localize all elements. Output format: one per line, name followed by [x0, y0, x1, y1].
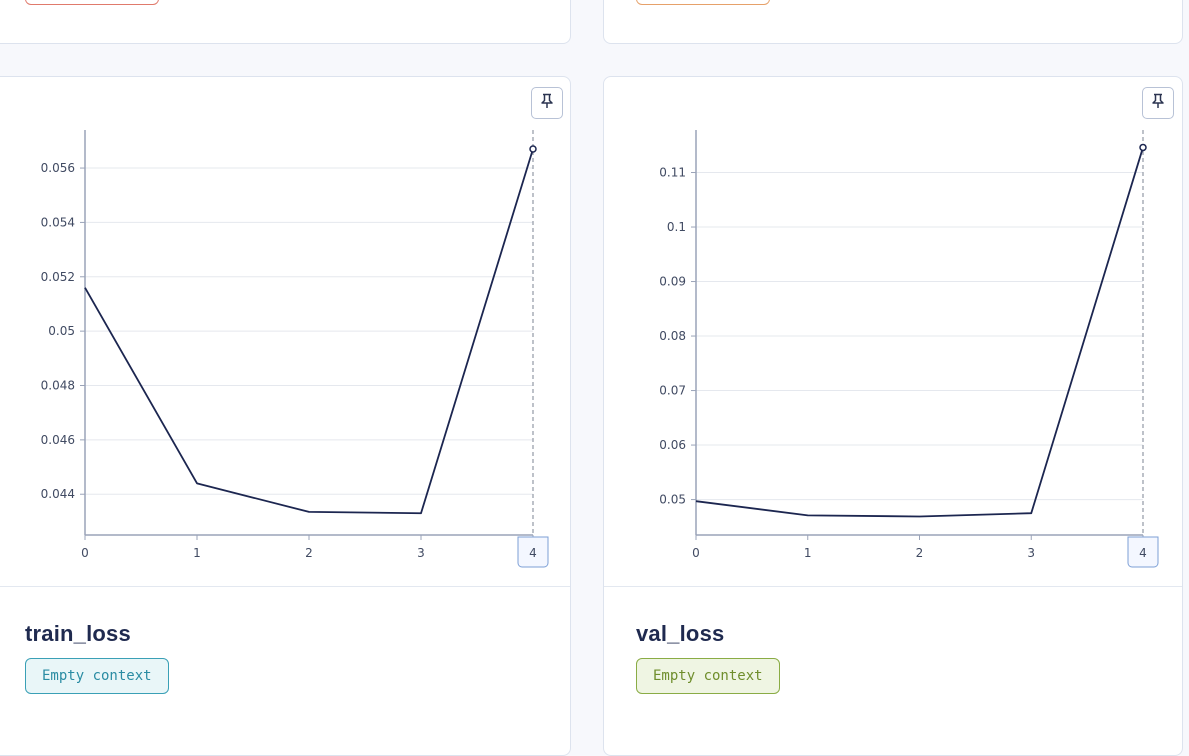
x-tick-label: 2: [305, 546, 313, 560]
pin-button[interactable]: [1142, 87, 1174, 119]
y-tick-label: 0.11: [659, 166, 686, 180]
x-tick-label: 0: [81, 546, 89, 560]
hover-x-label: 4: [517, 536, 549, 568]
metric-title: train_loss: [25, 621, 131, 646]
card-divider: [0, 586, 570, 587]
x-tick-label: 4: [1139, 546, 1147, 560]
x-tick-label: 2: [916, 546, 924, 560]
context-badge[interactable]: Empty context: [636, 658, 780, 694]
pin-button[interactable]: [531, 87, 563, 119]
hover-x-label: 4: [1127, 536, 1159, 568]
x-tick-label: 3: [417, 546, 425, 560]
y-tick-label: 0.05: [48, 324, 75, 338]
x-tick-label: 0: [692, 546, 700, 560]
hover-point: [1139, 143, 1147, 152]
y-tick-label: 0.08: [659, 329, 686, 343]
previous-card-right: [603, 0, 1183, 44]
series-line: [695, 147, 1144, 518]
y-tick-label: 0.09: [659, 275, 686, 289]
previous-context-badge: [25, 0, 159, 5]
y-tick-label: 0.054: [41, 215, 75, 229]
line-chart-val-loss[interactable]: 0.05 0.06 0.07 0.08 0.09 0.1 0.11 0 1 2 3 4: [604, 77, 1183, 587]
y-tick-label: 0.048: [41, 379, 75, 393]
x-tick-label: 1: [193, 546, 201, 560]
y-tick-label: 0.044: [41, 487, 75, 501]
pin-icon: [540, 93, 554, 113]
y-tick-label: 0.07: [659, 384, 686, 398]
previous-context-badge: [636, 0, 770, 5]
x-tick-label: 3: [1027, 546, 1035, 560]
x-tick-label: 4: [529, 546, 537, 560]
y-tick-label: 0.052: [41, 270, 75, 284]
y-tick-label: 0.056: [41, 161, 75, 175]
series-line: [84, 148, 534, 515]
line-chart-train-loss[interactable]: 0.044 0.046 0.048 0.05 0.052 0.054 0.056 0 1 2 3 4: [0, 77, 571, 587]
y-tick-label: 0.046: [41, 433, 75, 447]
metric-card-train-loss: 0.044 0.046 0.048 0.05 0.052 0.054 0.056 0 1 2 3 4 …: [0, 76, 571, 756]
y-tick-label: 0.1: [667, 220, 686, 234]
metric-card-val-loss: 0.05 0.06 0.07 0.08 0.09 0.1 0.11 0 1 2 3 4 val_los…: [603, 76, 1183, 756]
hover-x-label-box: [1127, 536, 1159, 568]
x-tick-label: 1: [804, 546, 812, 560]
card-divider: [604, 586, 1182, 587]
hover-point: [529, 145, 537, 153]
pin-icon: [1151, 93, 1165, 113]
context-badge[interactable]: Empty context: [25, 658, 169, 694]
hover-x-label-box: [517, 536, 549, 568]
metric-title: val_loss: [636, 621, 725, 646]
y-tick-label: 0.05: [659, 493, 686, 507]
y-tick-label: 0.06: [659, 438, 686, 452]
previous-card-left: [0, 0, 571, 44]
